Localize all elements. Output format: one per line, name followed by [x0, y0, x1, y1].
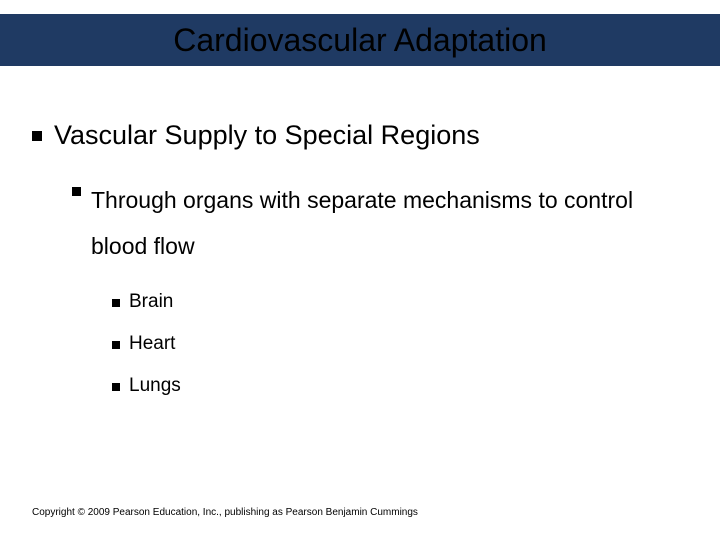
bullet-text: Vascular Supply to Special Regions — [54, 120, 480, 151]
copyright-footer: Copyright © 2009 Pearson Education, Inc.… — [32, 507, 418, 518]
square-bullet-icon — [112, 299, 120, 307]
bullet-level-3: Heart — [112, 333, 688, 355]
square-bullet-icon — [112, 341, 120, 349]
slide-title: Cardiovascular Adaptation — [173, 22, 547, 59]
square-bullet-icon — [112, 383, 120, 391]
title-bar: Cardiovascular Adaptation — [0, 14, 720, 66]
spacer — [32, 277, 688, 291]
bullet-level-3: Lungs — [112, 375, 688, 397]
bullet-level-1: Vascular Supply to Special Regions — [32, 120, 688, 151]
slide: Cardiovascular Adaptation Vascular Suppl… — [0, 0, 720, 540]
square-bullet-icon — [32, 131, 42, 141]
square-bullet-icon — [72, 187, 81, 196]
bullet-level-3: Brain — [112, 291, 688, 313]
bullet-text: Lungs — [129, 375, 181, 397]
slide-content: Vascular Supply to Special Regions Throu… — [32, 120, 688, 417]
bullet-level-2: Through organs with separate mechanisms … — [72, 177, 688, 269]
bullet-text: Brain — [129, 291, 173, 313]
bullet-text: Heart — [129, 333, 175, 355]
bullet-text: Through organs with separate mechanisms … — [91, 177, 688, 269]
